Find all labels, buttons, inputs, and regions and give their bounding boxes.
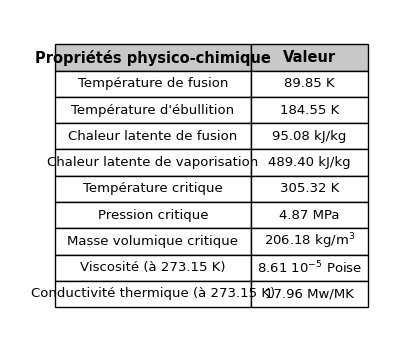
Bar [55, 254, 251, 281]
Text: Pression critique: Pression critique [97, 209, 208, 222]
Bar [251, 45, 368, 71]
Bar [251, 228, 368, 254]
Bar [55, 71, 251, 97]
Bar [251, 202, 368, 228]
Text: Masse volumique critique: Masse volumique critique [67, 235, 238, 248]
Bar [251, 123, 368, 150]
Text: 184.55 K: 184.55 K [280, 104, 339, 117]
Bar [55, 202, 251, 228]
Text: 95.08 kJ/kg: 95.08 kJ/kg [273, 130, 347, 143]
Text: 305.32 K: 305.32 K [280, 182, 339, 195]
Bar [55, 97, 251, 123]
Text: Conductivité thermique (à 273.15 K): Conductivité thermique (à 273.15 K) [31, 287, 275, 300]
Bar [55, 150, 251, 176]
Bar [251, 254, 368, 281]
Text: Viscosité (à 273.15 K): Viscosité (à 273.15 K) [80, 261, 225, 274]
Text: 489.40 kJ/kg: 489.40 kJ/kg [268, 156, 351, 169]
Text: Propriétés physico-chimique: Propriétés physico-chimique [35, 49, 271, 65]
Text: Chaleur latente de vaporisation: Chaleur latente de vaporisation [47, 156, 259, 169]
Text: Chaleur latente de fusion: Chaleur latente de fusion [68, 130, 237, 143]
Bar [251, 176, 368, 202]
Text: Température critique: Température critique [83, 182, 223, 195]
Bar [251, 281, 368, 307]
Bar [251, 150, 368, 176]
Bar [251, 97, 368, 123]
Text: 89.85 K: 89.85 K [285, 77, 335, 90]
Bar [55, 45, 251, 71]
Bar [55, 281, 251, 307]
Bar [55, 176, 251, 202]
Text: Valeur: Valeur [283, 50, 336, 65]
Text: $\mathregular{8.61\ 10^{-5}\ Poise}$: $\mathregular{8.61\ 10^{-5}\ Poise}$ [257, 259, 362, 276]
Text: 4.87 MPa: 4.87 MPa [280, 209, 340, 222]
Text: Température d'ébullition: Température d'ébullition [71, 104, 235, 117]
Text: 17.96 Mw/MK: 17.96 Mw/MK [265, 287, 354, 300]
Bar [55, 228, 251, 254]
Bar [55, 123, 251, 150]
Bar [251, 71, 368, 97]
Text: Température de fusion: Température de fusion [78, 77, 228, 90]
Text: $\mathregular{206.18\ kg/m^3}$: $\mathregular{206.18\ kg/m^3}$ [264, 231, 355, 251]
